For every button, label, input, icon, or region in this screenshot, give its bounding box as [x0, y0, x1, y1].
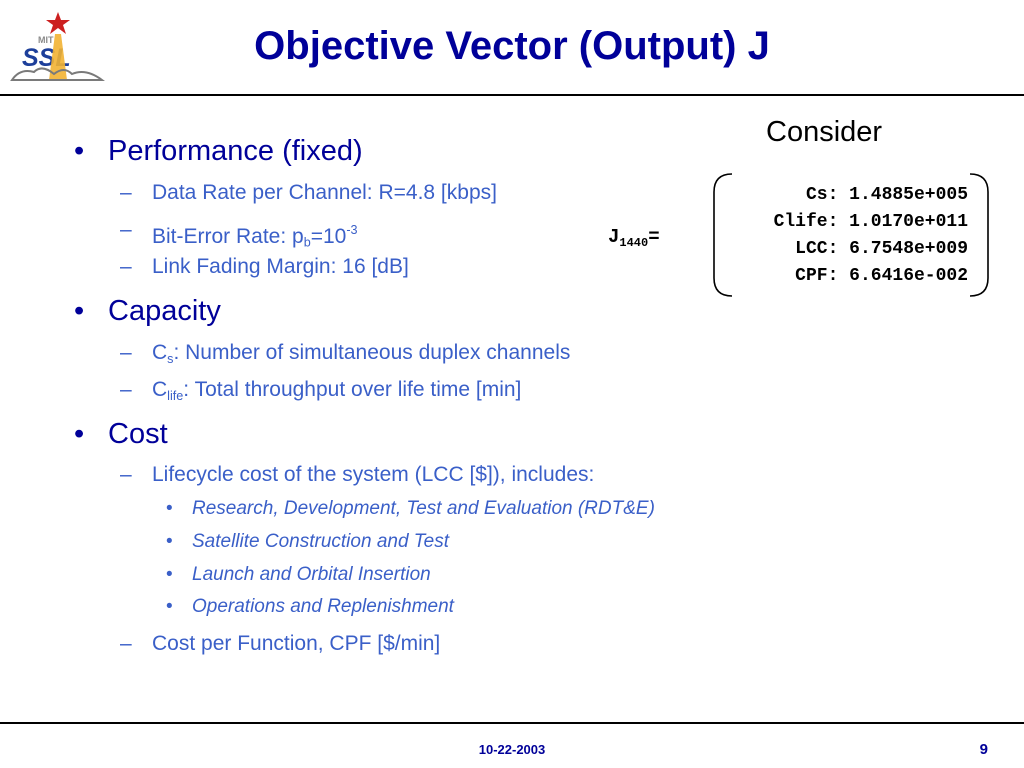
dash-icon: – — [120, 218, 132, 241]
bullet-icon: • — [166, 596, 173, 617]
j-subscript: 1440 — [619, 236, 649, 250]
subbullet-lifecycle-cost-text: Lifecycle cost of the system (LCC [$]), … — [152, 463, 595, 486]
vector-brackets — [713, 173, 989, 297]
dash-icon: – — [120, 181, 132, 204]
bullet-capacity-label: Capacity — [108, 295, 221, 327]
dash-icon: – — [120, 632, 132, 655]
clife-subscript: life — [167, 388, 184, 403]
footer-divider — [0, 722, 1024, 724]
subbullet-cpf-text: Cost per Function, CPF [$/min] — [152, 632, 441, 655]
ber-exponent: -3 — [346, 223, 358, 237]
subsub-operations-text: Operations and Replenishment — [192, 596, 454, 617]
dash-icon: – — [120, 463, 132, 486]
vector-row-cs: Cs: 1.4885e+005 — [805, 185, 968, 205]
subbullet-data-rate-text: Data Rate per Channel: R=4.8 [kbps] — [152, 181, 497, 204]
bullet-icon: • — [74, 135, 85, 167]
objective-vector-values: Cs: 1.4885e+005 Clife: 1.0170e+011 LCC: … — [716, 182, 968, 290]
j-equals: = — [648, 226, 660, 248]
cloud-shape — [10, 67, 106, 81]
mit-ssl-logo: MIT SSL — [10, 12, 106, 81]
slide-title: Objective Vector (Output) J — [254, 24, 770, 68]
j-symbol: J — [608, 226, 620, 248]
vector-row-lcc: LCC: 6.7548e+009 — [795, 239, 968, 259]
clife-prefix: C — [152, 378, 168, 401]
subbullet-link-fading-text: Link Fading Margin: 16 [dB] — [152, 255, 409, 278]
right-bracket-shape — [969, 173, 989, 297]
star-icon — [46, 12, 70, 34]
footer-date: 10-22-2003 — [478, 742, 546, 757]
dash-icon: – — [120, 378, 132, 401]
ber-prefix: Bit-Error Rate: p — [152, 224, 304, 248]
title-divider — [0, 94, 1024, 96]
subsub-launch-text: Launch and Orbital Insertion — [192, 564, 431, 585]
vector-row-clife: Clife: 1.0170e+011 — [773, 212, 968, 232]
bullet-icon: • — [166, 498, 173, 519]
page-number: 9 — [979, 741, 988, 758]
left-bracket-shape — [713, 173, 733, 297]
cs-description: : Number of simultaneous duplex channels — [173, 341, 571, 364]
bullet-icon: • — [74, 418, 85, 450]
rocket-flame-shape — [49, 34, 67, 80]
clife-description: : Total throughput over life time [min] — [183, 378, 522, 401]
subbullet-bit-error-rate-text: Bit-Error Rate: pb=10-3 — [152, 217, 358, 256]
cs-prefix: C — [152, 341, 168, 364]
subbullet-cs-text: Cs: Number of simultaneous duplex channe… — [152, 340, 570, 372]
dash-icon: – — [120, 341, 132, 364]
ber-equals: =10 — [310, 224, 347, 248]
bullet-performance-label: Performance (fixed) — [108, 135, 363, 167]
cs-subscript: s — [167, 351, 174, 366]
vector-row-cpf: CPF: 6.6416e-002 — [795, 266, 968, 286]
bullet-icon: • — [166, 564, 173, 585]
bullet-cost-label: Cost — [108, 418, 168, 450]
bullet-icon: • — [166, 531, 173, 552]
dash-icon: – — [120, 255, 132, 278]
ber-subscript: b — [303, 235, 311, 250]
consider-label: Consider — [766, 116, 883, 148]
bullet-icon: • — [74, 295, 85, 327]
subbullet-clife-text: Clife: Total throughput over life time [… — [152, 377, 521, 409]
subsub-rdte-text: Research, Development, Test and Evaluati… — [192, 498, 655, 519]
j-vector-label: J1440= — [608, 226, 660, 250]
subsub-satellite-construction-text: Satellite Construction and Test — [192, 531, 450, 552]
logo-mit-text: MIT — [38, 35, 54, 45]
